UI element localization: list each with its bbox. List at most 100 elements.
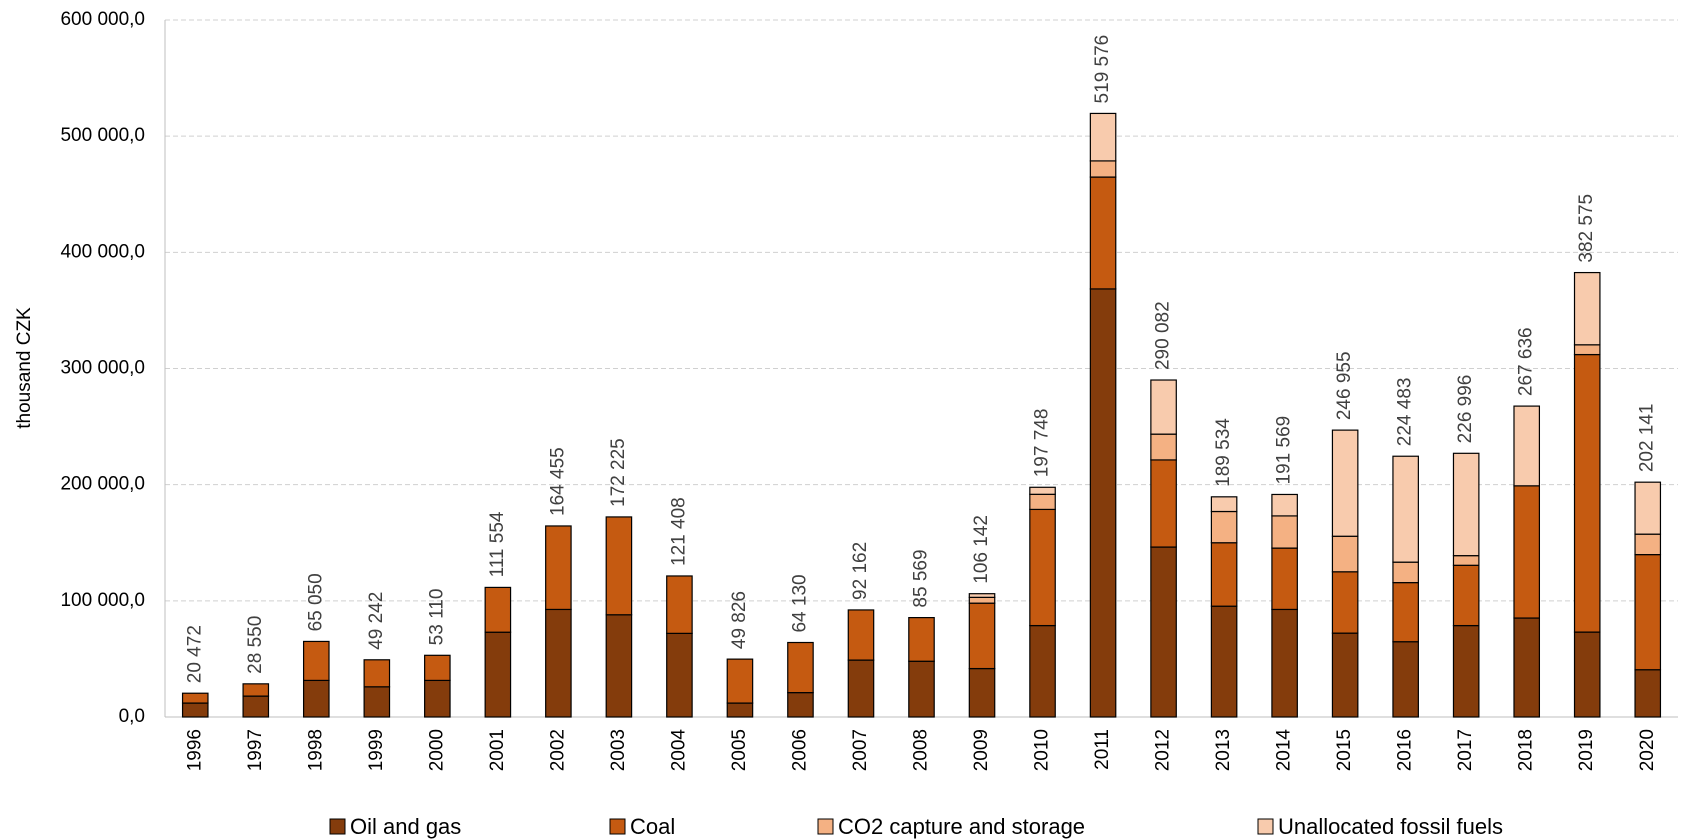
bar-segment	[1029, 624, 1056, 718]
bar-segment	[1150, 433, 1177, 461]
bar-segment	[1634, 481, 1662, 535]
legend-swatch	[329, 818, 346, 835]
bar-segment	[181, 702, 209, 718]
total-label: 246 955	[1334, 351, 1355, 420]
bar-segment	[726, 702, 754, 718]
bar-segment	[302, 640, 330, 682]
bar-segment	[1150, 546, 1177, 718]
x-tick-label: 2011	[1092, 729, 1113, 770]
bar-segment	[1392, 641, 1419, 718]
bar-segment	[1634, 553, 1662, 671]
bar-segment	[1210, 496, 1238, 513]
bar-segment	[1089, 176, 1117, 290]
bar-segment	[605, 516, 633, 616]
legend-label: Coal	[630, 814, 675, 839]
total-label: 224 483	[1395, 378, 1416, 447]
y-tick-label: 300 000,0	[60, 358, 145, 379]
bar-segment	[1392, 561, 1419, 584]
bar-segment	[847, 609, 875, 661]
x-tick-label: 2003	[608, 729, 629, 771]
bar-segment	[1392, 455, 1419, 563]
bar-segment	[181, 692, 209, 704]
bar-segment	[1271, 608, 1298, 718]
bar-segment	[484, 631, 512, 718]
bar-segment	[1210, 542, 1238, 607]
bar-segment	[1210, 605, 1238, 718]
bar-segment	[1513, 405, 1541, 487]
total-label: 197 748	[1032, 409, 1053, 478]
x-tick-label: 2016	[1395, 729, 1416, 771]
bar-segment	[545, 608, 572, 718]
bar-segment	[1634, 533, 1662, 556]
bar-segment	[363, 686, 391, 718]
x-tick-label: 2013	[1213, 729, 1234, 771]
bar-segment	[242, 683, 270, 697]
total-label: 92 162	[850, 542, 871, 600]
bar-segment	[1150, 379, 1177, 435]
bar-segment	[1331, 571, 1359, 634]
total-label: 85 569	[911, 549, 932, 607]
bar-segment	[1271, 515, 1298, 549]
bar-segment	[1029, 486, 1056, 495]
y-tick-label: 400 000,0	[60, 241, 145, 262]
bar-segment	[1513, 485, 1541, 619]
x-tick-label: 2018	[1516, 729, 1537, 771]
x-tick-label: 2019	[1576, 729, 1597, 771]
bar-segment	[484, 586, 512, 633]
legend-label: CO2 capture and storage	[838, 814, 1085, 839]
bar-segment	[1573, 344, 1601, 356]
x-tick-label: 2017	[1455, 729, 1476, 771]
bar-segment	[605, 614, 633, 718]
bar-segment	[968, 667, 996, 718]
legend-label: Oil and gas	[350, 814, 461, 839]
bar-segment	[1150, 459, 1177, 548]
bar-segment	[787, 641, 814, 694]
bar-segment	[1029, 508, 1056, 627]
bar-segment	[1513, 617, 1541, 718]
total-label: 65 050	[305, 573, 326, 631]
bar-segment	[666, 575, 693, 634]
total-label: 267 636	[1516, 327, 1537, 396]
bar-segment	[1452, 555, 1480, 566]
legend-swatch	[609, 818, 626, 835]
bar-segment	[424, 679, 451, 718]
bar-segment	[1573, 631, 1601, 718]
x-tick-label: 2006	[789, 729, 810, 771]
x-tick-label: 2004	[668, 729, 689, 772]
x-tick-label: 2007	[850, 729, 871, 771]
total-label: 49 242	[366, 592, 387, 650]
legend-label: Unallocated fossil fuels	[1278, 814, 1503, 839]
bar-segment	[787, 692, 814, 718]
x-tick-label: 2005	[729, 729, 750, 771]
bar-segment	[908, 616, 935, 662]
total-label: 111 554	[487, 511, 508, 577]
bar-segment	[1089, 288, 1117, 718]
bar-segment	[1331, 535, 1359, 573]
total-label: 49 826	[729, 591, 750, 649]
legend-swatch	[817, 818, 834, 835]
total-label: 189 534	[1213, 418, 1234, 487]
y-tick-label: 600 000,0	[60, 9, 145, 30]
bar-segment	[1573, 353, 1601, 633]
bar-segment	[424, 654, 451, 682]
bar-segment	[666, 632, 693, 718]
bar-segment	[908, 660, 935, 718]
total-label: 290 082	[1153, 301, 1174, 370]
y-axis-title: thousand CZK	[14, 307, 35, 429]
total-label: 382 575	[1576, 194, 1597, 263]
bar-segment	[1089, 112, 1117, 162]
bar-segment	[545, 525, 572, 611]
bar-segment	[1452, 564, 1480, 627]
bar-segment	[1452, 624, 1480, 718]
x-tick-label: 2001	[487, 729, 508, 771]
x-tick-label: 1997	[245, 729, 266, 771]
bar-segment	[968, 602, 996, 670]
total-label: 20 472	[184, 625, 205, 683]
total-label: 519 576	[1092, 35, 1113, 104]
total-label: 106 142	[971, 515, 992, 584]
y-tick-label: 100 000,0	[60, 590, 145, 611]
x-tick-label: 2002	[547, 729, 568, 771]
x-tick-label: 1996	[184, 729, 205, 771]
x-tick-label: 1999	[366, 729, 387, 771]
